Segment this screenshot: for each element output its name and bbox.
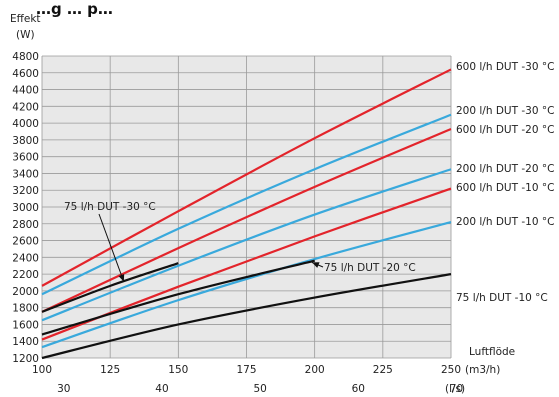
annotation-label: 75 l/h DUT -20 °C <box>324 262 416 274</box>
x-tick-label: 125 <box>100 364 120 376</box>
y-tick-label: 1200 <box>12 353 39 365</box>
y-axis-unit: (W) <box>16 29 35 41</box>
series-line-200-l-h-dut-30-c <box>41 113 452 296</box>
x2-tick-label: 40 <box>155 383 168 395</box>
y-tick-label: 4200 <box>12 101 39 113</box>
x2-tick-label: 30 <box>57 383 70 395</box>
x-tick-labels: 100 125 150 175 200 225 250 <box>32 364 461 376</box>
series-label: 200 l/h DUT -20 °C <box>456 163 554 175</box>
y-tick-label: 4600 <box>12 68 39 80</box>
y-tick-label: 4800 <box>12 51 39 63</box>
x2-tick-label: 50 <box>253 383 266 395</box>
y-tick-label: 3200 <box>12 185 39 197</box>
series-label: 600 l/h DUT -10 °C <box>456 182 554 194</box>
y-tick-label: 1400 <box>12 336 39 348</box>
series-line-200-l-h-dut-10-c <box>41 221 452 349</box>
series-line-200-l-h-dut-20-c <box>41 168 452 322</box>
annotation-arrowhead <box>311 262 320 268</box>
x-tick-label: 175 <box>236 364 256 376</box>
y-tick-label: 2600 <box>12 236 39 248</box>
x2-tick-labels: 30 40 50 60 70 <box>57 383 463 395</box>
chart-title: …g … p… <box>36 0 113 18</box>
y-tick-labels: 1200 1400 1600 1800 2000 2200 2400 2600 2800 3000… <box>12 51 39 365</box>
y-tick-label: 1800 <box>12 303 39 315</box>
y-tick-label: 4400 <box>12 85 39 97</box>
x2-tick-label: 60 <box>352 383 365 395</box>
series-labels: 600 l/h DUT -30 °C 200 l/h DUT -30 °C 600 … <box>456 61 554 304</box>
x-tick-label: 100 <box>32 364 52 376</box>
y-axis-title: Effekt <box>10 13 41 25</box>
y-tick-label: 1600 <box>12 319 39 331</box>
y-tick-label: 2400 <box>12 252 39 264</box>
annotation-arrowhead <box>118 274 125 282</box>
y-tick-label: 3600 <box>12 152 39 164</box>
y-tick-label: 2000 <box>12 286 39 298</box>
x-axis-title: Luftflöde <box>469 346 515 358</box>
x-tick-label: 225 <box>373 364 393 376</box>
annotation-label: 75 l/h DUT -30 °C <box>64 201 156 213</box>
x2-axis-unit: (l/s) <box>445 383 465 395</box>
series-label: 75 l/h DUT -10 °C <box>456 292 548 304</box>
series-label: 200 l/h DUT -10 °C <box>456 216 554 228</box>
y-tick-label: 3400 <box>12 168 39 180</box>
annotations: 75 l/h DUT -30 °C 75 l/h DUT -20 °C <box>64 201 416 282</box>
y-tick-label: 3000 <box>12 202 39 214</box>
y-tick-label: 2200 <box>12 269 39 281</box>
series-line-75-l-h-dut-10-c <box>41 273 452 360</box>
y-tick-label: 3800 <box>12 135 39 147</box>
series-label: 200 l/h DUT -30 °C <box>456 105 554 117</box>
y-tick-label: 4000 <box>12 118 39 130</box>
y-tick-label: 2800 <box>12 219 39 231</box>
series-label: 600 l/h DUT -30 °C <box>456 61 554 73</box>
grid-lines <box>41 55 452 359</box>
x-tick-label: 150 <box>168 364 188 376</box>
series-line-75-l-h-dut-30-c <box>41 262 179 313</box>
series-line-600-l-h-dut-20-c <box>41 127 452 313</box>
x2-tick-label: 70 <box>450 383 463 395</box>
series-lines <box>41 68 452 360</box>
series-line-75-l-h-dut-20-c <box>41 259 315 336</box>
series-line-600-l-h-dut-30-c <box>41 68 452 287</box>
x-tick-label: 250 <box>441 364 461 376</box>
annotation-arrow <box>98 213 125 282</box>
x-axis-unit: (m3/h) <box>465 364 500 376</box>
x-tick-label: 200 <box>305 364 325 376</box>
series-label: 600 l/h DUT -20 °C <box>456 124 554 136</box>
